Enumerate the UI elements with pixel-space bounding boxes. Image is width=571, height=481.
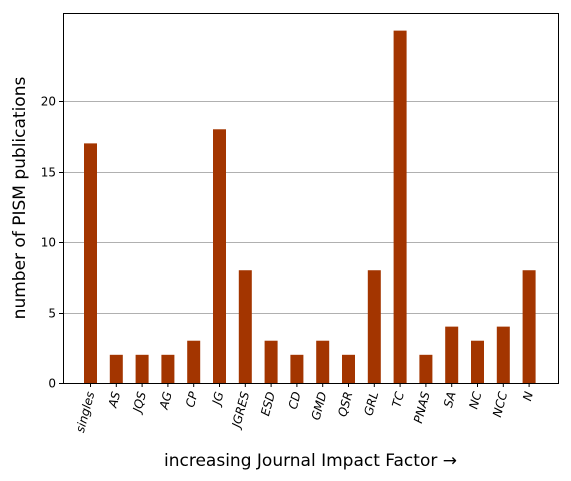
bar-singles (84, 143, 97, 383)
x-tick-label-jqs: JQS (130, 390, 149, 416)
x-axis-title: increasing Journal Impact Factor → (164, 451, 457, 471)
x-tick-label-cp: CP (183, 389, 201, 408)
bar-cd (290, 354, 304, 383)
bar-qsr (342, 354, 355, 383)
bar-ncc (496, 326, 510, 383)
x-tick-label-tc: TC (389, 390, 407, 409)
y-axis-title: number of PISM publications (10, 77, 30, 320)
x-tick-label-gmd: GMD (309, 390, 330, 422)
y-tick-label: 15 (41, 166, 56, 180)
x-tick-label-n: N (520, 390, 536, 402)
x-tick-label-ag: AG (156, 390, 174, 412)
x-tick-label-grl: GRL (361, 390, 381, 417)
bar-pnas (419, 354, 433, 383)
bar-sa (445, 326, 459, 383)
bar-n (522, 270, 536, 383)
bar-tc (393, 30, 407, 383)
bar-nc (471, 340, 484, 383)
bar-grl (367, 270, 381, 383)
x-tick-label-jgres: JGRES (229, 390, 253, 431)
y-tick-label: 10 (41, 236, 56, 250)
x-tick-label-qsr: QSR (335, 390, 355, 418)
x-tick-label-as: AS (105, 390, 123, 410)
y-axis-ticks: 0 5 10 15 20 (41, 95, 63, 391)
y-tick-label: 5 (48, 307, 56, 321)
y-tick-label: 0 (48, 377, 56, 391)
bar-ag (161, 354, 175, 383)
x-tick-label-singles: singles (73, 390, 97, 434)
bar-as (109, 354, 123, 383)
x-axis-ticks: singles AS JQS AG CP JG JGRES ESD CD GMD QSR GRL TC P… (73, 383, 536, 434)
bar-esd (264, 340, 278, 383)
plot-frame (63, 13, 559, 384)
x-tick-label-jg: JG (209, 390, 226, 408)
x-tick-label-pnas: PNAS (411, 390, 433, 425)
bar-jqs (135, 354, 149, 383)
bar-jgres (238, 270, 252, 383)
bar-jg (213, 129, 226, 383)
y-tick-label: 20 (41, 95, 56, 109)
bar-layer (84, 30, 536, 383)
x-tick-label-esd: ESD (258, 390, 278, 417)
bar-cp (187, 340, 201, 383)
x-tick-label-sa: SA (441, 390, 459, 409)
x-tick-label-cd: CD (286, 390, 304, 411)
bar-gmd (316, 340, 330, 383)
x-tick-label-nc: NC (466, 390, 484, 411)
x-tick-label-ncc: NCC (490, 390, 510, 419)
